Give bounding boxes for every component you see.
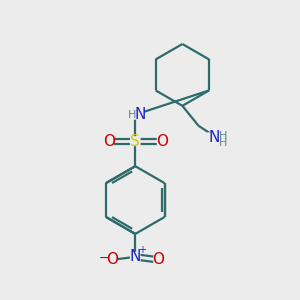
FancyBboxPatch shape [130, 252, 141, 262]
Text: O: O [152, 252, 164, 267]
Text: N: N [208, 130, 220, 145]
FancyBboxPatch shape [157, 136, 167, 146]
Text: O: O [156, 134, 168, 149]
FancyBboxPatch shape [104, 136, 114, 146]
Text: −: − [99, 252, 109, 265]
FancyBboxPatch shape [153, 255, 163, 265]
Text: N: N [130, 249, 141, 264]
FancyBboxPatch shape [127, 110, 144, 120]
Text: H: H [128, 110, 136, 120]
FancyBboxPatch shape [207, 132, 226, 143]
FancyBboxPatch shape [106, 255, 118, 265]
Text: H: H [219, 131, 227, 141]
Text: O: O [103, 134, 115, 149]
Text: H: H [219, 138, 227, 148]
Text: S: S [130, 134, 140, 149]
Text: N: N [134, 107, 146, 122]
Text: +: + [138, 245, 146, 255]
Text: O: O [106, 252, 119, 267]
FancyBboxPatch shape [130, 136, 141, 146]
